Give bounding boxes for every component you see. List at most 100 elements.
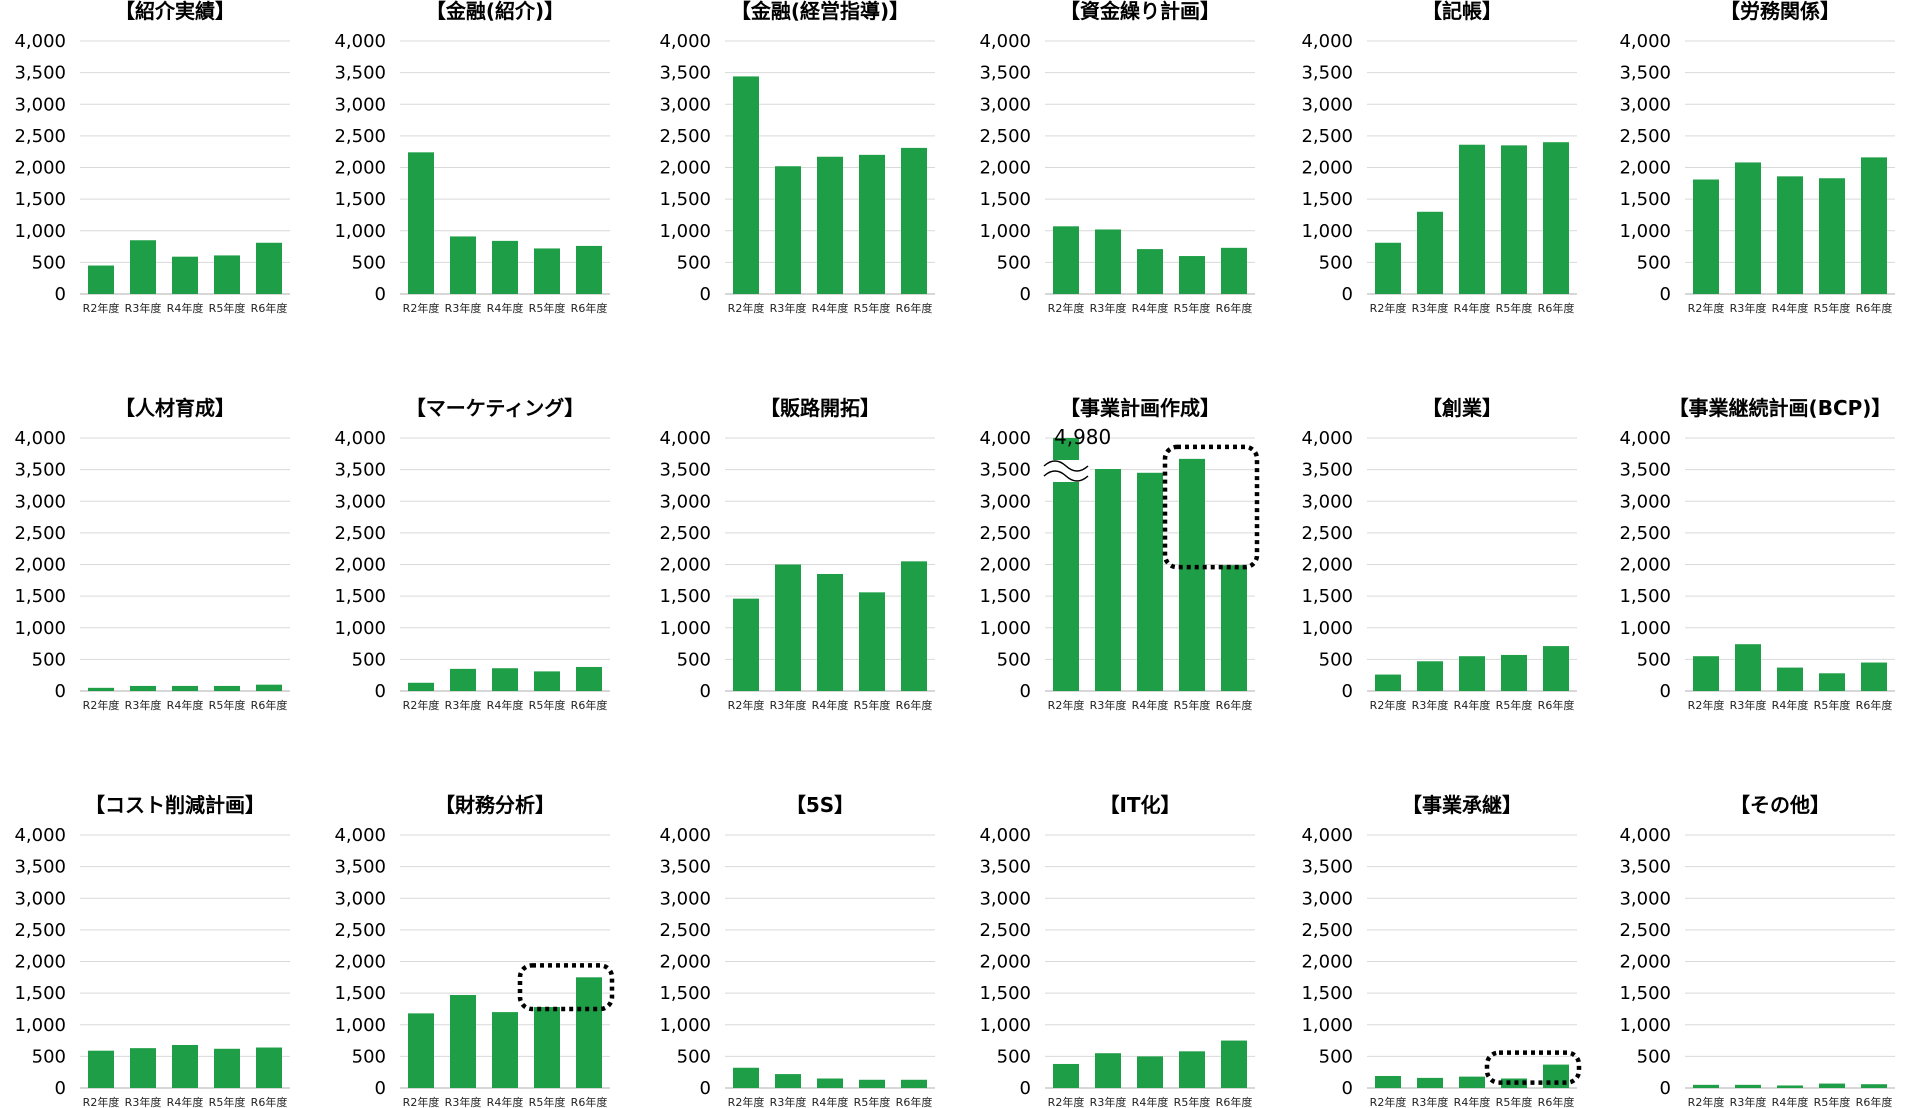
y-tick-label: 1,500 [334,189,386,210]
y-tick-label: 1,500 [1301,189,1353,210]
bar [1375,675,1401,691]
bar [1861,1084,1887,1088]
y-tick-label: 500 [1319,252,1353,273]
x-tick-label: R3年度 [125,301,162,315]
bar [1735,1085,1761,1088]
chart-panel: 【資金繰り計画】 0 500 1,000 1,500 2,000 2,500 3,000 3,5… [979,0,1255,315]
bar [450,669,476,691]
y-tick-label: 1,000 [334,1015,386,1036]
x-tick-label: R3年度 [1090,301,1127,315]
y-tick-label: 3,000 [979,94,1031,115]
y-tick-label: 2,000 [659,555,711,576]
x-tick-label: R2年度 [728,1095,765,1108]
chart-panel: 【財務分析】05001,0001,5002,0002,5003,0003,500… [334,793,612,1108]
y-tick-label: 2,500 [334,126,386,147]
bar [1735,644,1761,691]
x-tick-label: R5年度 [854,698,891,712]
x-tick-label: R6年度 [571,1095,608,1108]
y-tick-label: 4,000 [1619,31,1671,52]
y-tick-label: 3,000 [1619,888,1671,909]
y-tick-label: 1,500 [979,189,1031,210]
chart-title: 【記帳】 [1422,0,1502,23]
x-tick-label: R4年度 [167,1095,204,1108]
x-tick-label: R3年度 [125,698,162,712]
y-tick-label: 3,000 [1301,94,1353,115]
chart-panel: 【その他】 0 500 1,000 1,500 2,000 2,500 3,000 3,500 4… [1619,793,1895,1108]
bar [733,599,759,691]
y-tick-label: 1,500 [1301,586,1353,607]
x-tick-label: R5年度 [1814,698,1851,712]
bar [1137,1056,1163,1088]
x-tick-label: R4年度 [1132,698,1169,712]
bar [901,148,927,294]
chart-title: 【マーケティング】 [406,396,584,420]
x-tick-label: R2年度 [1370,301,1407,315]
y-tick-label: 500 [352,649,386,670]
y-tick-label: 4,000 [979,428,1031,449]
bar [214,255,240,294]
bar [1179,459,1205,691]
bar [817,574,843,691]
y-tick-label: 0 [1020,1078,1031,1099]
chart-title: 【労務関係】 [1720,0,1840,23]
y-tick-label: 0 [1660,284,1671,305]
bar [1861,663,1887,691]
y-tick-label: 4,000 [334,428,386,449]
axis-break-gap [1042,460,1090,482]
x-tick-label: R5年度 [1174,698,1211,712]
y-tick-label: 0 [1342,681,1353,702]
y-tick-label: 1,500 [1619,586,1671,607]
y-tick-label: 2,000 [1619,952,1671,973]
x-tick-label: R2年度 [83,1095,120,1108]
chart-panel: 【5S】05001,0001,5002,0002,5003,0003,5004,… [659,793,935,1108]
y-tick-label: 2,000 [1301,158,1353,179]
bar [1179,1051,1205,1088]
y-tick-label: 500 [677,252,711,273]
x-tick-label: R5年度 [1496,698,1533,712]
x-tick-label: R4年度 [487,301,524,315]
bar [1693,1085,1719,1088]
y-tick-label: 3,500 [979,857,1031,878]
bar [130,686,156,691]
y-tick-label: 3,500 [1301,857,1353,878]
x-tick-label: R6年度 [896,301,933,315]
y-tick-label: 2,000 [659,952,711,973]
bar [859,1080,885,1088]
y-tick-label: 1,500 [1619,189,1671,210]
x-tick-label: R5年度 [1814,1095,1851,1108]
bar [408,1013,434,1088]
y-tick-label: 0 [55,1078,66,1099]
y-tick-label: 2,000 [14,555,66,576]
y-tick-label: 500 [1637,1046,1671,1067]
bar [1861,157,1887,294]
y-tick-label: 3,500 [14,460,66,481]
y-tick-label: 0 [1020,681,1031,702]
bar [214,1049,240,1088]
bar [450,236,476,294]
y-tick-label: 2,500 [659,920,711,941]
x-tick-label: R6年度 [1856,698,1893,712]
bar [1543,646,1569,691]
x-tick-label: R4年度 [167,301,204,315]
bar [1693,656,1719,691]
y-tick-label: 3,000 [14,491,66,512]
x-tick-label: R5年度 [854,1095,891,1108]
y-tick-label: 4,000 [659,825,711,846]
x-tick-label: R2年度 [728,301,765,315]
bar [1095,469,1121,691]
y-tick-label: 2,000 [14,952,66,973]
y-tick-label: 1,500 [979,586,1031,607]
y-tick-label: 0 [375,1078,386,1099]
chart-title: 【その他】 [1730,793,1830,817]
y-tick-label: 500 [352,1046,386,1067]
y-tick-label: 3,500 [979,63,1031,84]
y-tick-label: 1,000 [979,1015,1031,1036]
bar [733,1068,759,1088]
y-tick-label: 1,500 [659,586,711,607]
y-tick-label: 3,500 [334,460,386,481]
y-tick-label: 3,500 [1619,460,1671,481]
y-tick-label: 3,500 [1619,63,1671,84]
bar [1777,668,1803,691]
x-tick-label: R5年度 [1496,1095,1533,1108]
y-tick-label: 2,000 [1619,555,1671,576]
